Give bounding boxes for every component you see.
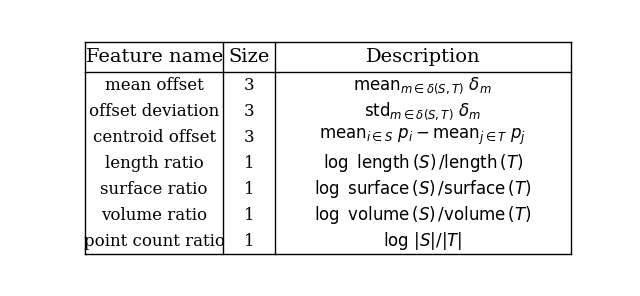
Text: 1: 1 — [244, 207, 254, 224]
Text: 1: 1 — [244, 233, 254, 250]
Text: volume ratio: volume ratio — [101, 207, 207, 224]
Text: Feature name: Feature name — [86, 48, 223, 66]
Text: $\log\ \mathrm{volume}\,(S)\,/\mathrm{volume}\,(T)$: $\log\ \mathrm{volume}\,(S)\,/\mathrm{vo… — [314, 204, 532, 226]
Text: $\mathrm{std}_{m\in\delta(S,T)}\ \delta_m$: $\mathrm{std}_{m\in\delta(S,T)}\ \delta_… — [364, 100, 481, 122]
Text: $\log\ \mathrm{length}\,(S)\,/\mathrm{length}\,(T)$: $\log\ \mathrm{length}\,(S)\,/\mathrm{le… — [323, 152, 523, 174]
Text: 1: 1 — [244, 155, 254, 172]
Text: Size: Size — [228, 48, 269, 66]
Text: offset deviation: offset deviation — [89, 103, 220, 120]
Text: 3: 3 — [244, 103, 254, 120]
Text: Description: Description — [365, 48, 480, 66]
Text: centroid offset: centroid offset — [93, 129, 216, 146]
Text: $\log\,|S|/|T|$: $\log\,|S|/|T|$ — [383, 230, 463, 252]
Text: $\mathrm{mean}_{m\in\delta(S,T)}\ \delta_m$: $\mathrm{mean}_{m\in\delta(S,T)}\ \delta… — [353, 75, 492, 96]
Text: 3: 3 — [244, 129, 254, 146]
Text: 1: 1 — [244, 181, 254, 198]
Text: surface ratio: surface ratio — [100, 181, 208, 198]
Text: point count ratio: point count ratio — [84, 233, 225, 250]
Text: mean offset: mean offset — [105, 77, 204, 94]
Text: 3: 3 — [244, 77, 254, 94]
Text: $\log\ \mathrm{surface}\,(S)\,/\mathrm{surface}\,(T)$: $\log\ \mathrm{surface}\,(S)\,/\mathrm{s… — [314, 178, 531, 200]
Text: $\mathrm{mean}_{i\in S}\ p_i - \mathrm{mean}_{j\in T}\ p_j$: $\mathrm{mean}_{i\in S}\ p_i - \mathrm{m… — [319, 127, 526, 147]
Text: length ratio: length ratio — [105, 155, 204, 172]
